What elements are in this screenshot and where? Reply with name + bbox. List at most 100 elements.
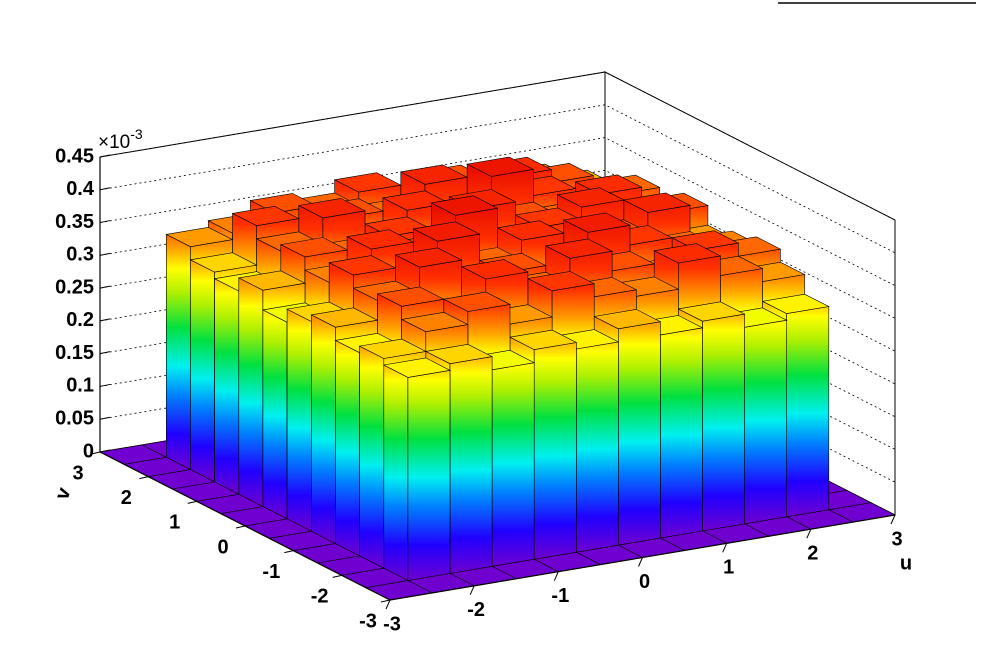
- bin-side-left: [190, 259, 215, 483]
- u-tick-label: 1: [723, 557, 734, 579]
- z-tick-label: 0.1: [66, 375, 94, 397]
- v-tick-label: -3: [359, 610, 377, 632]
- bin-side-front: [491, 362, 535, 567]
- v-tick: [139, 476, 149, 480]
- bin-top: [382, 357, 451, 378]
- z-tick-label: 0: [83, 440, 94, 462]
- bin-side-left: [383, 364, 409, 582]
- bin-side-left: [335, 339, 360, 557]
- bin-top: [333, 172, 402, 193]
- z-tick: [99, 154, 111, 158]
- u-tick: [890, 514, 896, 525]
- grid-line: [99, 104, 896, 254]
- bin-top: [231, 205, 300, 227]
- z-tick-label: 0.4: [66, 178, 95, 200]
- bin-top: [677, 301, 746, 322]
- u-tick-label: 0: [639, 571, 650, 593]
- bin-side-front: [407, 369, 451, 581]
- z-tick-label: 0.05: [55, 408, 94, 430]
- bin-top: [496, 220, 565, 241]
- bin-side-front: [744, 319, 788, 525]
- bin-top: [460, 259, 529, 280]
- z-tick: [99, 383, 111, 387]
- bin-top: [328, 255, 397, 276]
- bin-top: [562, 212, 631, 233]
- bin-top: [279, 237, 349, 258]
- bin-side-front: [702, 313, 745, 532]
- bin-side-left: [310, 314, 336, 545]
- grid-line: [99, 71, 896, 221]
- bin-top: [430, 195, 499, 216]
- bin-top: [761, 293, 830, 314]
- bin-side-front: [617, 321, 661, 546]
- bin-top: [593, 309, 662, 330]
- z-tick-label: 0.35: [55, 211, 94, 233]
- bin-side-front: [449, 356, 493, 574]
- bin-top: [526, 271, 596, 292]
- bin-top: [424, 343, 494, 365]
- v-tick-label: 2: [121, 487, 132, 509]
- z-multiplier: ×10-3: [98, 126, 143, 153]
- bin-top: [400, 311, 469, 333]
- v-tick: [187, 500, 197, 504]
- z-multiplier-exponent: -3: [130, 126, 143, 142]
- bin-top: [346, 229, 415, 250]
- z-tick-label: 0.25: [55, 276, 94, 298]
- z-tick-label: 0.15: [55, 342, 94, 364]
- z-tick: [99, 285, 111, 289]
- bin-top: [358, 338, 427, 359]
- bin-top: [622, 192, 691, 213]
- bin-top: [442, 291, 511, 312]
- bin-top: [165, 226, 234, 248]
- v-tick: [380, 599, 391, 603]
- axes: 0 0.05 0.1 0.15 0.2 0.25 0.3 0.35 0.4 0.45 -3 -2 -1 0…: [51, 145, 912, 635]
- v-tick: [235, 525, 246, 529]
- z-tick: [99, 449, 111, 453]
- bin-top: [466, 156, 535, 177]
- bin-top: [544, 238, 614, 259]
- bin-side-left: [262, 309, 288, 520]
- z-tick-label: 0.2: [66, 309, 94, 331]
- bin-top: [310, 307, 379, 328]
- u-tick-label: -2: [467, 599, 485, 621]
- u-tick-label: 3: [891, 528, 902, 550]
- bin-top: [653, 243, 722, 264]
- v-tick-label: 0: [217, 536, 228, 558]
- lego-bin: [382, 357, 451, 582]
- bin-side-front: [575, 341, 619, 553]
- z-tick-label: 0.45: [55, 145, 94, 167]
- u-tick: [638, 557, 643, 567]
- bin-top: [509, 329, 578, 350]
- bin-top: [412, 221, 481, 242]
- z-tick: [99, 351, 111, 355]
- bin-side-left: [359, 345, 385, 569]
- z-tick: [99, 318, 111, 322]
- bin-top: [376, 286, 445, 307]
- lego-bins: [99, 156, 896, 601]
- bin-side-front: [660, 327, 703, 539]
- u-tick-label: -3: [383, 613, 401, 635]
- u-tick: [469, 585, 475, 596]
- bin-top: [556, 187, 625, 208]
- u-axis-title: u: [900, 552, 912, 574]
- v-tick-label: 1: [169, 512, 180, 534]
- z-tick-label: 0.3: [66, 244, 94, 266]
- v-tick-label: -1: [262, 561, 280, 583]
- z-tick: [99, 220, 111, 224]
- bin-top: [297, 198, 366, 219]
- bin-top: [237, 270, 306, 291]
- u-tick-label: -1: [551, 585, 569, 607]
- u-tick-label: 2: [807, 542, 818, 564]
- bin-side-left: [286, 308, 312, 532]
- grid-line: [99, 137, 896, 286]
- u-tick: [553, 571, 559, 581]
- z-tick: [99, 252, 111, 256]
- u-tick: [385, 599, 391, 610]
- v-tick-label: -2: [311, 586, 329, 608]
- bin-top: [399, 164, 469, 185]
- bin-side-left: [166, 233, 191, 471]
- u-tick: [806, 528, 812, 539]
- bin-side-front: [786, 306, 830, 518]
